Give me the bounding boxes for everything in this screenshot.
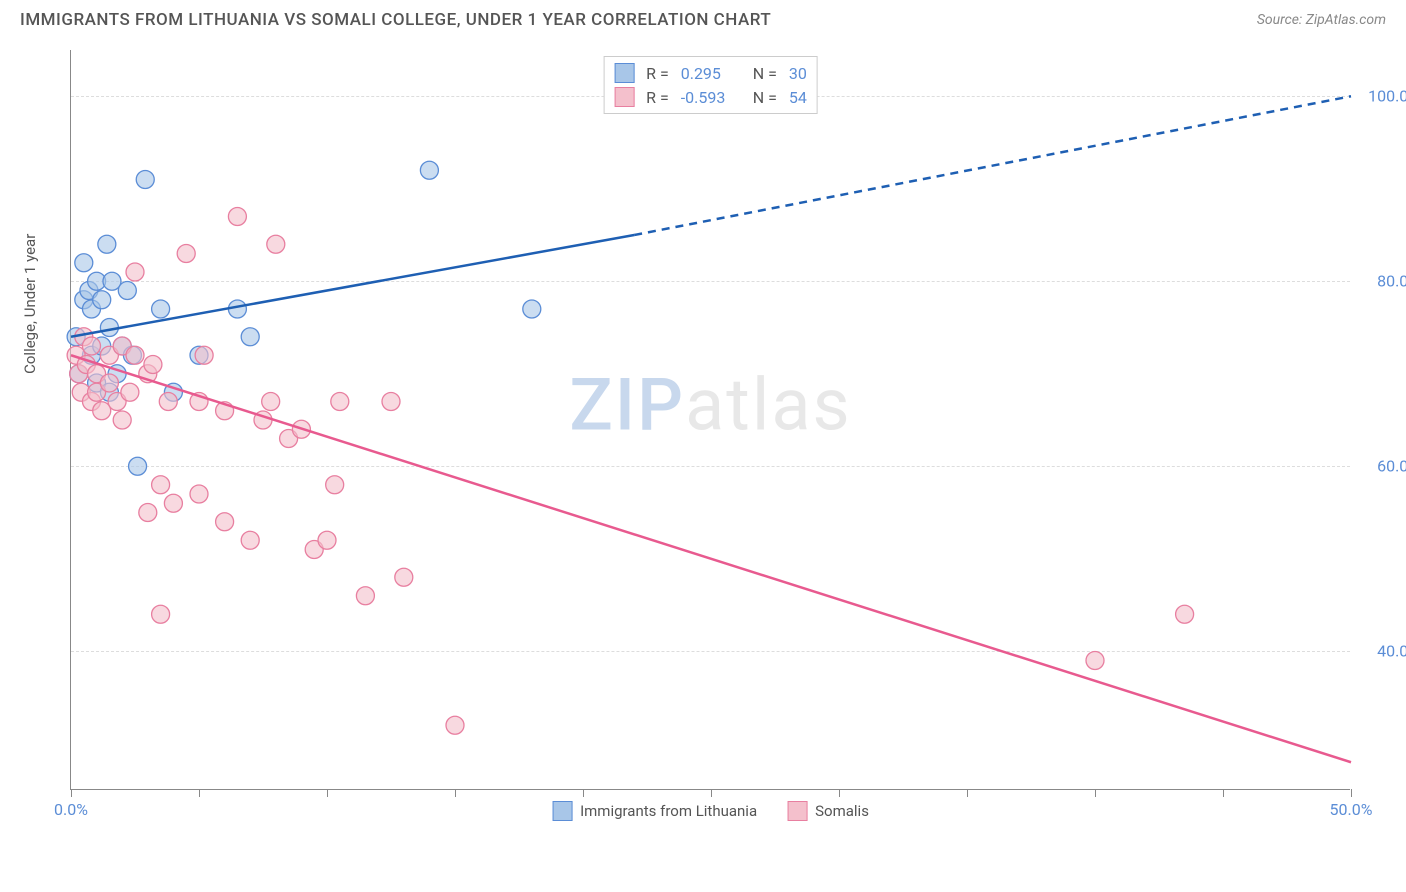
header: IMMIGRANTS FROM LITHUANIA VS SOMALI COLL… (0, 0, 1406, 35)
y-tick-label: 40.0% (1360, 642, 1406, 661)
series-legend: Immigrants from Lithuania Somalis (552, 801, 869, 821)
trend-line (71, 355, 1351, 762)
data-point (420, 161, 438, 179)
data-point (164, 494, 182, 512)
data-point (152, 476, 170, 494)
data-point (241, 328, 259, 346)
x-tick (967, 789, 968, 797)
legend-item: Immigrants from Lithuania (552, 801, 757, 821)
data-point (75, 254, 93, 272)
x-tick (199, 789, 200, 797)
data-point (126, 263, 144, 281)
data-point (326, 476, 344, 494)
data-point (98, 235, 116, 253)
correlation-legend: R = 0.295 N = 30 R = -0.593 N = 54 (603, 56, 818, 114)
data-point (318, 531, 336, 549)
data-point (331, 393, 349, 411)
x-tick (583, 789, 584, 797)
data-point (113, 411, 131, 429)
x-tick (1095, 789, 1096, 797)
y-axis-label: College, Under 1 year (21, 234, 39, 374)
n-label: N = (753, 88, 777, 107)
x-tick-label: 50.0% (1330, 800, 1373, 819)
y-tick-label: 60.0% (1360, 457, 1406, 476)
data-point (139, 504, 157, 522)
legend-label: Immigrants from Lithuania (580, 802, 757, 820)
plot-region: ZIPatlas 40.0%60.0%80.0%100.0% 0.0%50.0%… (70, 50, 1350, 790)
legend-item: Somalis (787, 801, 869, 821)
data-point (356, 587, 374, 605)
data-point (262, 393, 280, 411)
data-point (446, 716, 464, 734)
trend-line-dashed (634, 96, 1351, 235)
x-tick (71, 789, 72, 797)
y-tick-label: 100.0% (1360, 87, 1406, 106)
x-tick (327, 789, 328, 797)
r-label: R = (646, 64, 669, 83)
data-point (144, 356, 162, 374)
data-point (118, 282, 136, 300)
legend-row: R = 0.295 N = 30 (614, 61, 807, 85)
data-point (1086, 652, 1104, 670)
legend-row: R = -0.593 N = 54 (614, 85, 807, 109)
n-value: 30 (789, 64, 807, 83)
data-point (216, 513, 234, 531)
chart-area: College, Under 1 year ZIPatlas 40.0%60.0… (50, 50, 1350, 820)
legend-swatch (787, 801, 807, 821)
x-tick (839, 789, 840, 797)
n-value: 54 (789, 88, 807, 107)
data-point (126, 346, 144, 364)
data-point (121, 383, 139, 401)
data-point (152, 605, 170, 623)
chart-title: IMMIGRANTS FROM LITHUANIA VS SOMALI COLL… (20, 10, 771, 30)
data-point (228, 208, 246, 226)
data-point (177, 245, 195, 263)
data-point (93, 291, 111, 309)
plot-svg (71, 50, 1350, 789)
trend-line (71, 235, 634, 337)
r-label: R = (646, 88, 669, 107)
n-label: N = (753, 64, 777, 83)
data-point (195, 346, 213, 364)
data-point (241, 531, 259, 549)
data-point (129, 457, 147, 475)
x-tick (1223, 789, 1224, 797)
x-tick (1351, 789, 1352, 797)
data-point (136, 171, 154, 189)
r-value: -0.593 (681, 88, 741, 107)
data-point (159, 393, 177, 411)
legend-swatch (614, 63, 634, 83)
data-point (395, 568, 413, 586)
data-point (523, 300, 541, 318)
legend-swatch (614, 87, 634, 107)
source-attribution: Source: ZipAtlas.com (1257, 12, 1386, 28)
data-point (267, 235, 285, 253)
data-point (190, 485, 208, 503)
data-point (152, 300, 170, 318)
x-tick (455, 789, 456, 797)
data-point (382, 393, 400, 411)
x-tick (711, 789, 712, 797)
r-value: 0.295 (681, 64, 741, 83)
legend-swatch (552, 801, 572, 821)
x-tick-label: 0.0% (54, 800, 88, 819)
data-point (100, 374, 118, 392)
y-tick-label: 80.0% (1360, 272, 1406, 291)
data-point (1176, 605, 1194, 623)
legend-label: Somalis (815, 802, 869, 820)
data-point (82, 337, 100, 355)
